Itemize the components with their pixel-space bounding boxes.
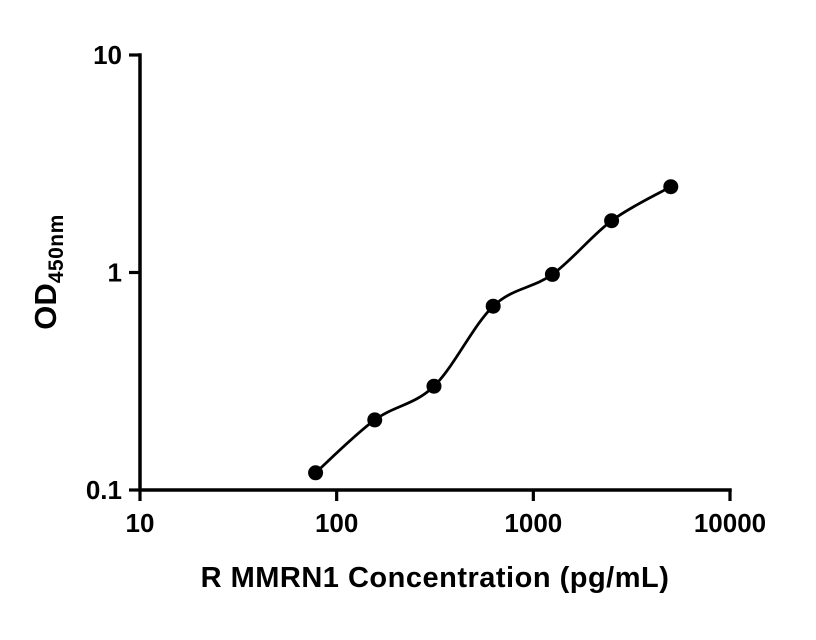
data-point	[663, 179, 679, 195]
data-point	[604, 213, 620, 229]
data-point	[426, 378, 442, 394]
data-point	[485, 298, 501, 314]
y-tick-label: 0.1	[86, 475, 122, 505]
data-point	[367, 412, 383, 428]
x-tick-label: 10000	[694, 508, 766, 538]
fit-curve	[314, 185, 673, 475]
y-axis-label-main: OD	[28, 283, 63, 330]
data-point	[308, 465, 324, 481]
data-point	[544, 266, 560, 282]
x-tick-label: 1000	[504, 508, 562, 538]
x-axis-label: R MMRN1 Concentration (pg/mL)	[200, 562, 670, 594]
y-tick-label: 10	[93, 40, 122, 70]
y-axis-label: OD450nm	[17, 122, 75, 422]
axes-frame	[138, 53, 732, 492]
x-tick-label: 100	[315, 508, 358, 538]
x-tick-label: 10	[126, 508, 155, 538]
y-tick-label: 1	[108, 258, 122, 288]
y-axis-label-subscript: 450nm	[45, 214, 68, 284]
